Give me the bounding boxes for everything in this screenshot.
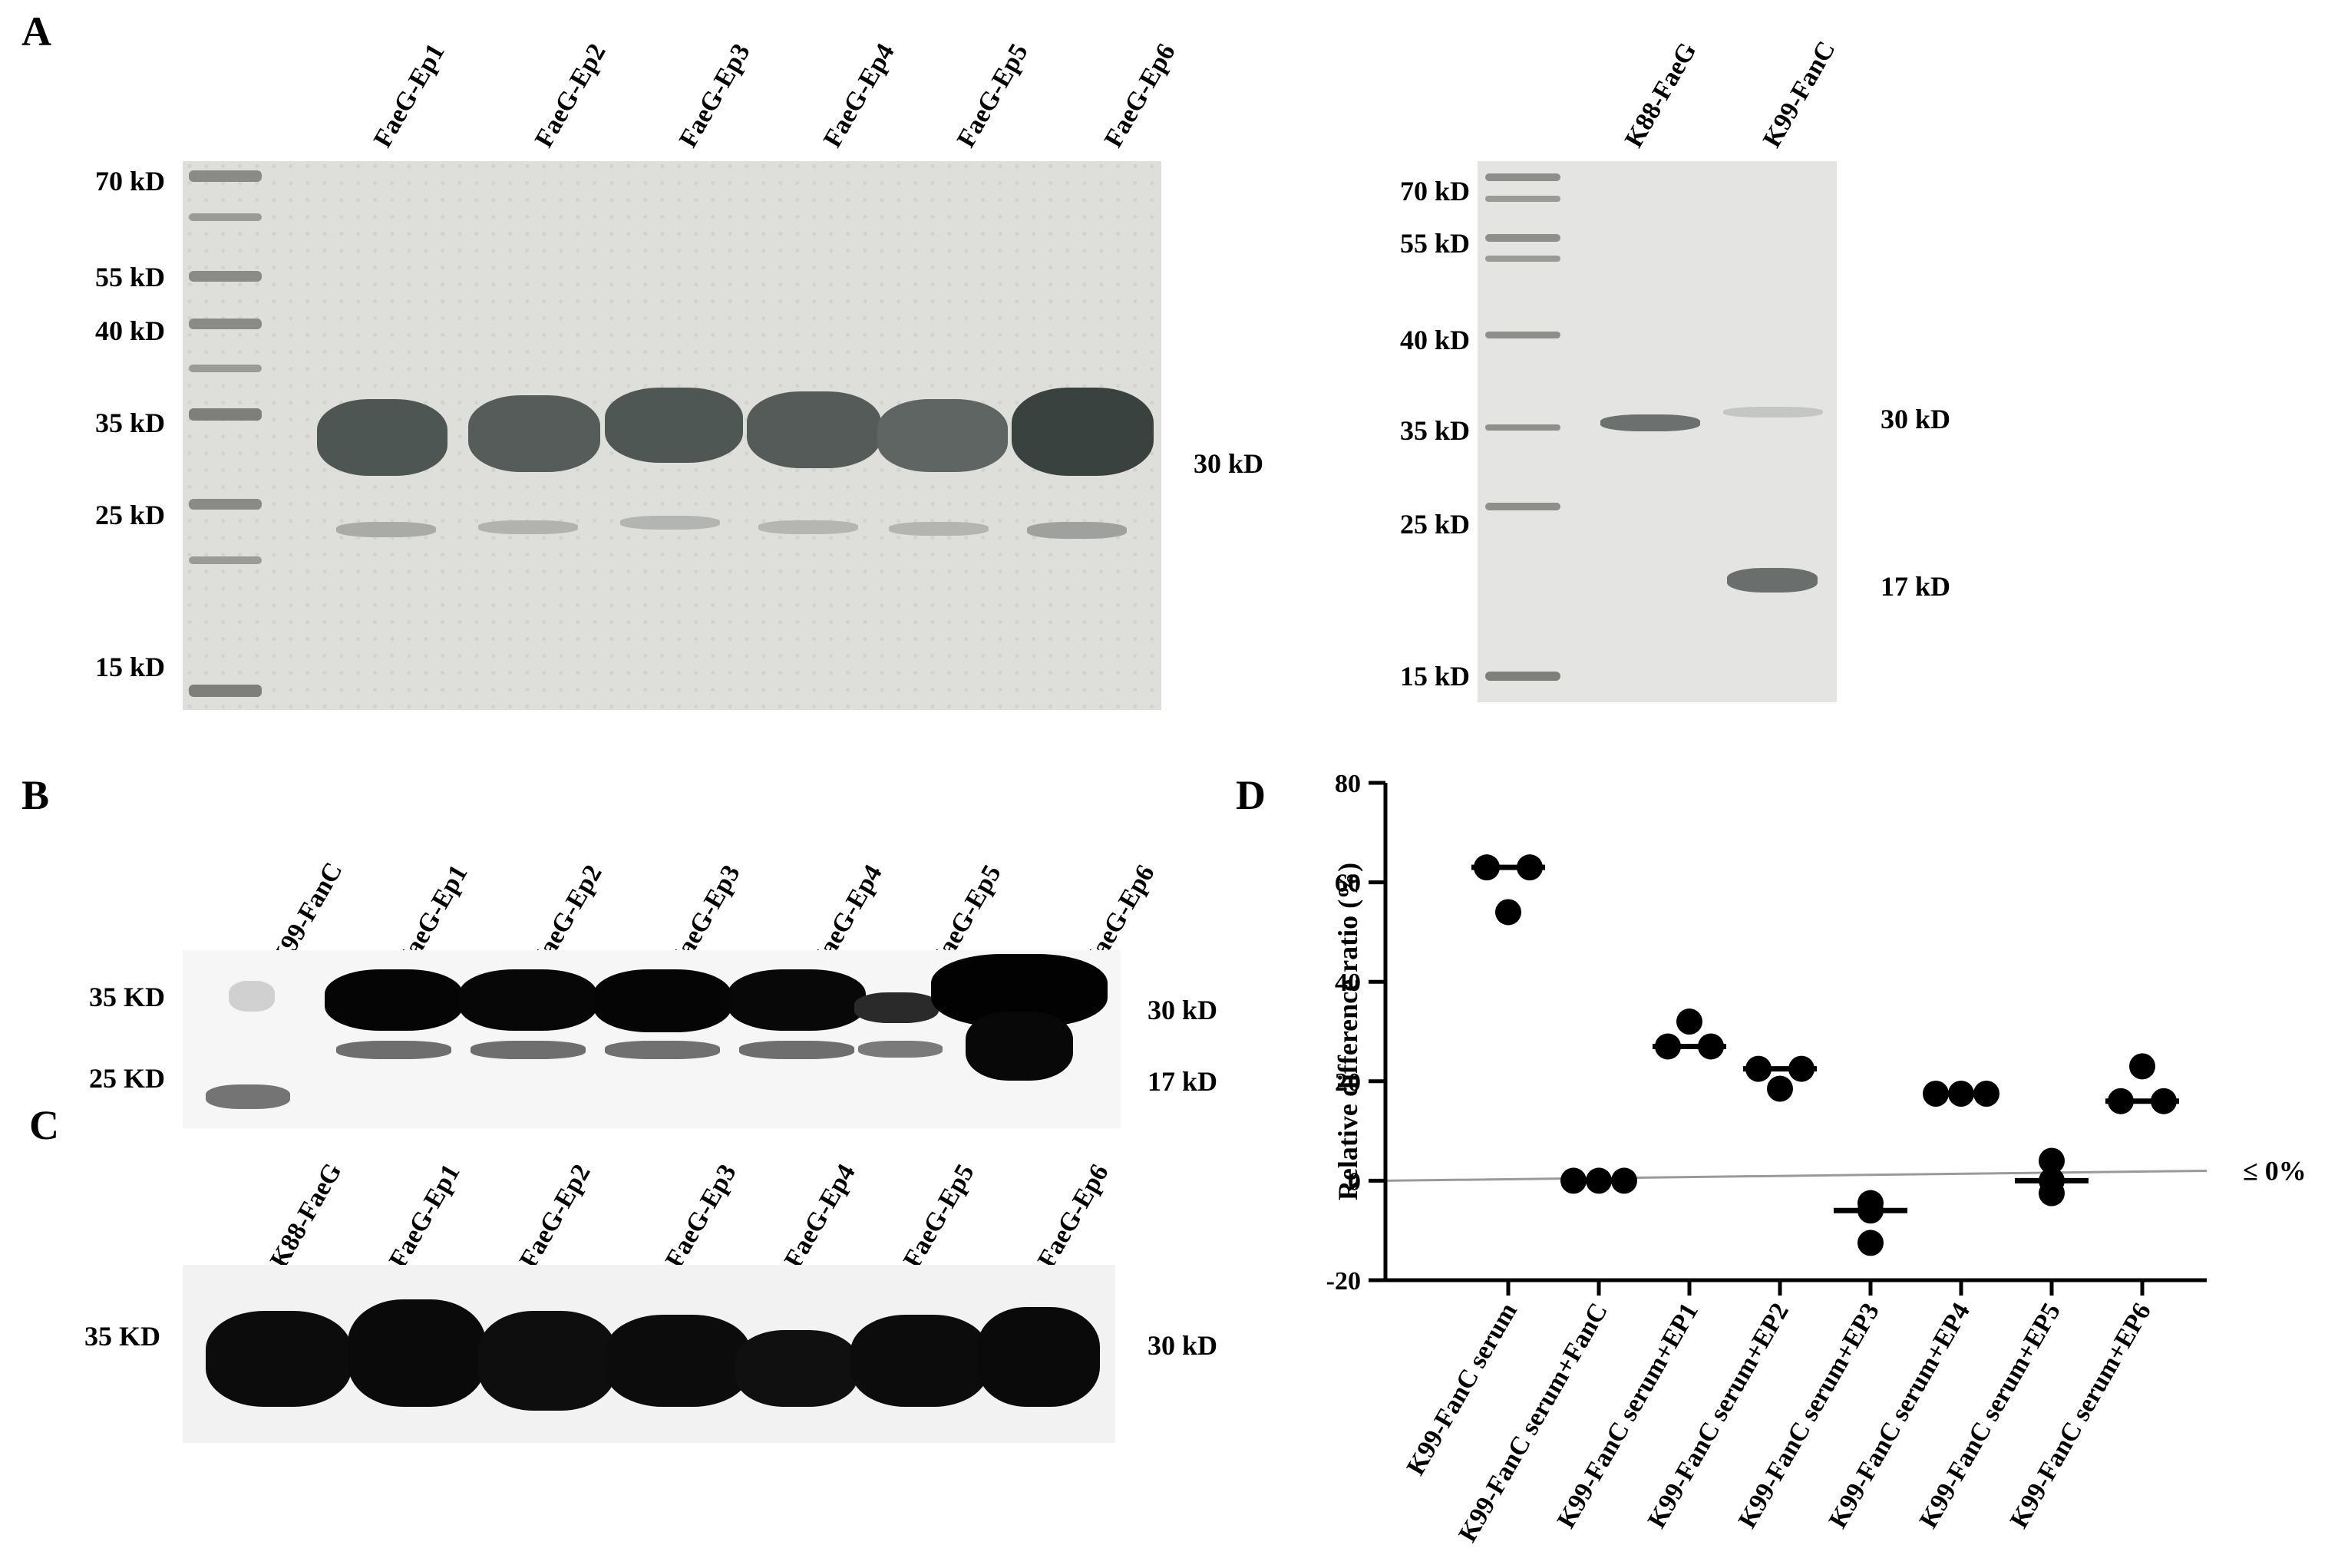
data-point	[1495, 899, 1521, 926]
data-point	[1676, 1008, 1702, 1035]
panel-label-d: D	[1236, 772, 1266, 818]
marker-label: 15 kD	[1399, 661, 1470, 692]
y-axis-label: Relative difference ratio (%)	[1332, 863, 1363, 1200]
band-label-17kd: 17 kD	[1881, 571, 1951, 602]
sds-page-gel-a-left	[183, 161, 1161, 710]
reference-label: ≤ 0%	[2243, 1155, 2307, 1186]
marker-label: 35 kD	[1399, 415, 1470, 446]
y-tick-label: 40	[1335, 969, 1361, 997]
y-tick-label: 20	[1335, 1068, 1361, 1097]
marker-label: 55 kD	[1399, 228, 1470, 259]
data-point	[1767, 1075, 1793, 1102]
marker-label: 70 kD	[1399, 176, 1470, 206]
panel-label-c: C	[29, 1102, 59, 1148]
marker-label: 35 kD	[94, 408, 165, 438]
y-tick-label: -20	[1326, 1267, 1361, 1296]
marker-label: 25 kD	[1399, 509, 1470, 540]
data-point	[2039, 1147, 2065, 1174]
marker-label: 35 KD	[84, 1321, 160, 1352]
marker-label: 35 KD	[89, 982, 165, 1012]
western-blot-b	[183, 950, 1121, 1128]
marker-label: 25 KD	[89, 1063, 165, 1094]
band-label-30kd: 30 kD	[1147, 1330, 1218, 1361]
panel-label-a: A	[21, 8, 51, 54]
band-label-30kd: 30 kD	[1194, 448, 1264, 479]
data-point	[2039, 1180, 2065, 1207]
data-point	[1857, 1230, 1884, 1256]
y-tick-label: 0	[1348, 1167, 1361, 1196]
marker-label: 15 kD	[94, 652, 165, 682]
data-point	[2129, 1053, 2155, 1080]
marker-label: 25 kD	[94, 500, 165, 530]
sds-page-gel-a-right	[1478, 161, 1837, 702]
band-label-30kd: 30 kD	[1881, 404, 1951, 434]
y-tick-label: 60	[1335, 870, 1361, 898]
western-blot-c	[183, 1265, 1115, 1443]
marker-label: 70 kD	[94, 166, 165, 196]
marker-label: 40 kD	[94, 315, 165, 346]
marker-label: 40 kD	[1399, 325, 1470, 355]
marker-label: 55 kD	[94, 262, 165, 292]
reference-line	[1385, 1169, 2207, 1182]
panel-label-b: B	[21, 772, 50, 818]
band-label-17kd: 17 kD	[1147, 1066, 1218, 1097]
band-label-30kd: 30 kD	[1147, 995, 1218, 1025]
y-tick-label: 80	[1335, 770, 1361, 798]
